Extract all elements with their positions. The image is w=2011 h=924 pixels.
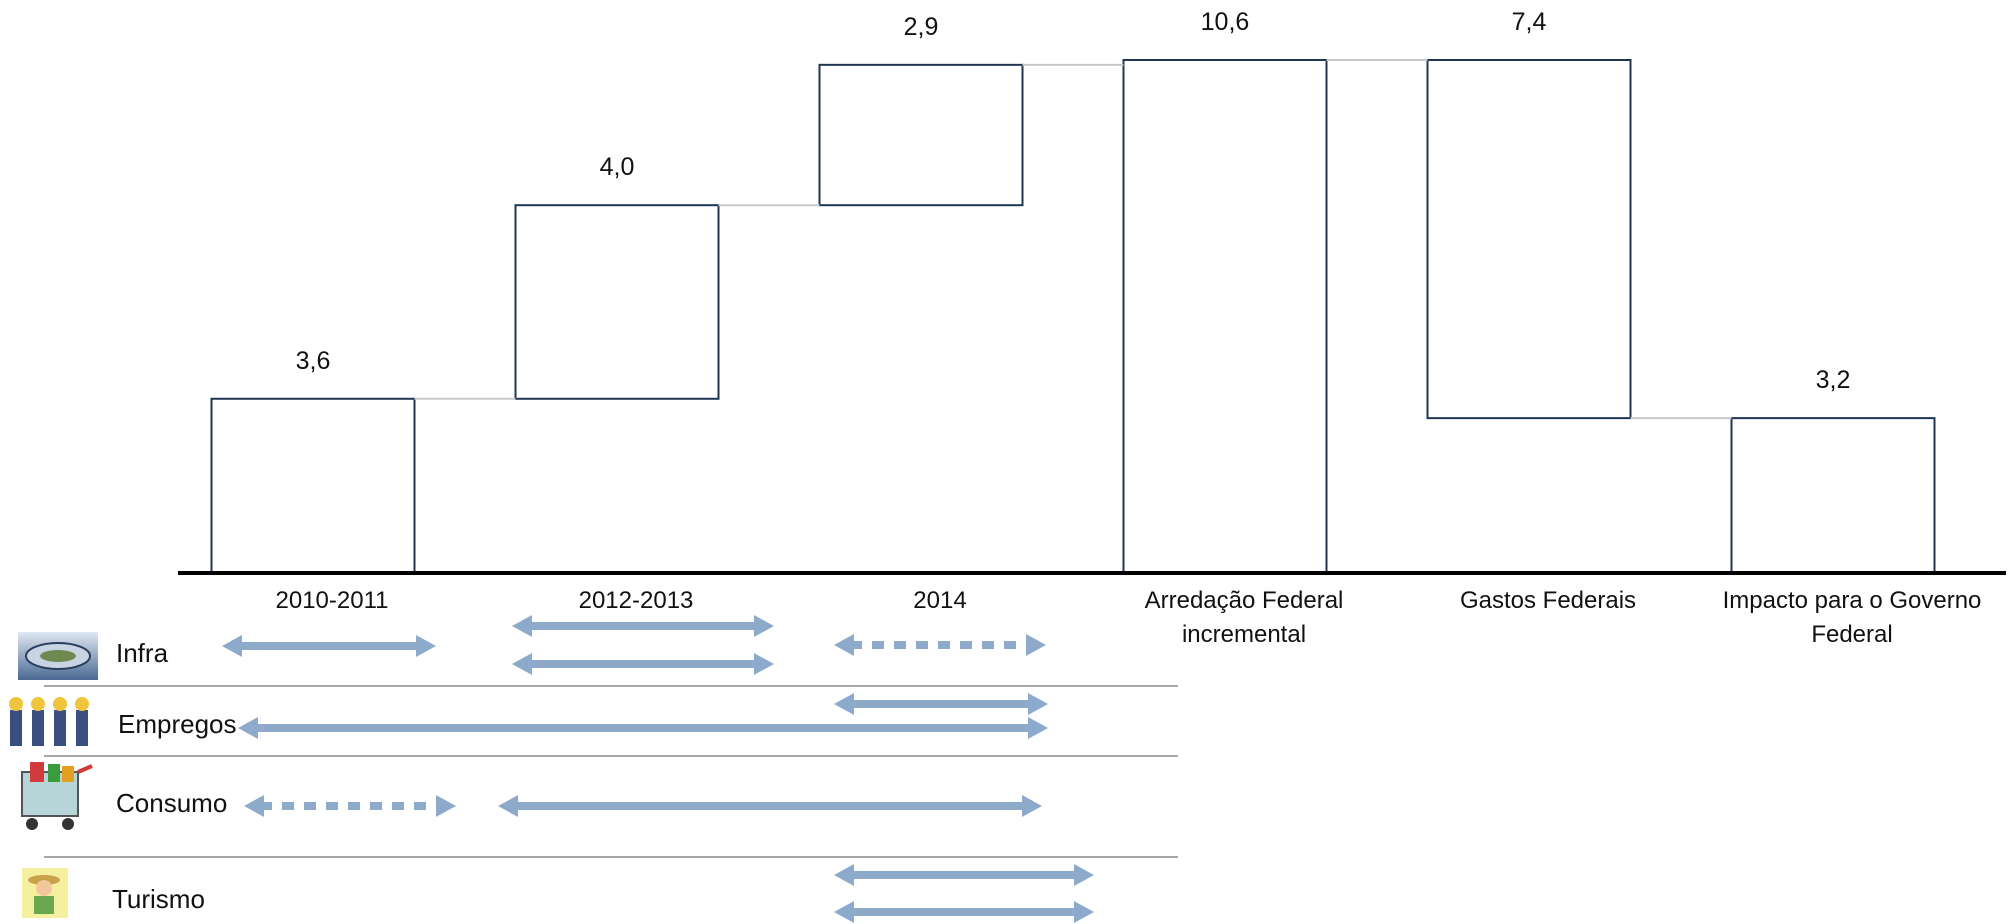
impact-arrow xyxy=(834,901,1094,923)
waterfall-bar xyxy=(818,63,1024,207)
waterfall-bar xyxy=(1122,59,1328,574)
shopping-cart-icon xyxy=(21,762,93,830)
impact-arrow xyxy=(512,653,774,675)
value-label: 7,4 xyxy=(1512,8,1547,36)
row-label-turismo: Turismo xyxy=(112,884,205,914)
impact-arrow xyxy=(498,795,1042,817)
impact-arrow xyxy=(834,864,1094,886)
row-label-infra: Infra xyxy=(116,638,169,668)
value-label: 2,9 xyxy=(904,13,939,41)
tourist-icon xyxy=(22,868,68,918)
impact-arrow xyxy=(834,693,1048,715)
impact-arrow xyxy=(512,615,774,637)
value-label: 3,2 xyxy=(1816,366,1851,394)
category-label: Arredação Federal incremental xyxy=(1144,587,1344,648)
row-label-empregos: Empregos xyxy=(118,709,237,739)
waterfall-bar xyxy=(1426,59,1632,420)
category-label: 2014 xyxy=(913,587,967,614)
stadium-icon xyxy=(18,632,98,680)
category-label: Gastos Federais xyxy=(1459,587,1637,614)
waterfall-bar xyxy=(514,204,720,400)
impact-arrow xyxy=(222,635,436,657)
impact-arrow xyxy=(244,795,456,817)
category-label: 2012-2013 xyxy=(578,587,694,614)
value-label: 10,6 xyxy=(1201,8,1250,36)
workers-icon xyxy=(9,697,89,746)
category-label: Impacto para o Governo Federal xyxy=(1722,587,1982,648)
row-label-consumo: Consumo xyxy=(116,788,228,818)
value-label: 4,0 xyxy=(600,153,635,181)
value-label: 3,6 xyxy=(296,347,331,375)
category-label: 2010-2011 xyxy=(275,587,389,614)
impact-arrow xyxy=(834,634,1046,656)
impact-arrow xyxy=(238,717,1048,739)
waterfall-bar xyxy=(1730,417,1936,574)
waterfall-bar xyxy=(210,397,416,574)
